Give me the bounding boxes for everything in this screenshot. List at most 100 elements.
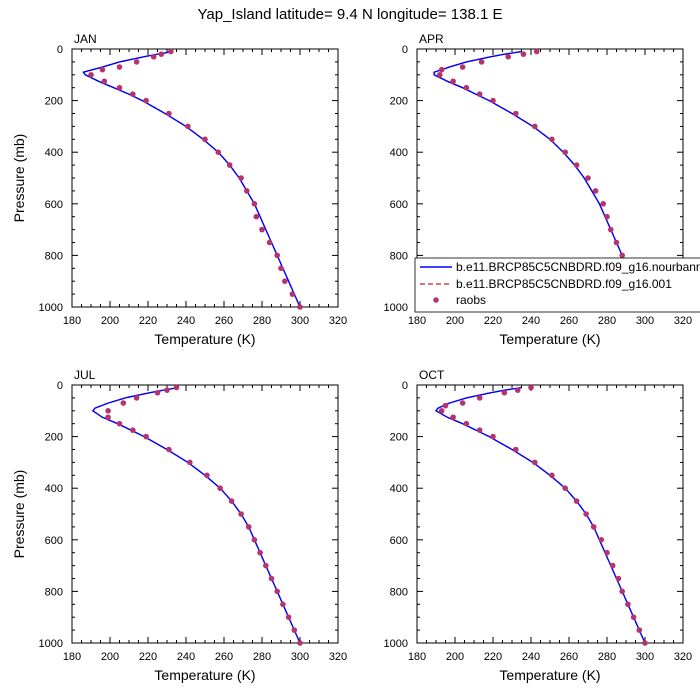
x-axis-label: Temperature (K) — [499, 667, 600, 683]
obs-point — [289, 291, 296, 297]
obs-point — [143, 97, 149, 104]
obs-point — [173, 384, 180, 391]
obs-point — [450, 414, 456, 421]
x-tick-label: 180 — [408, 651, 426, 663]
obs-point — [600, 201, 606, 207]
x-tick-label: 280 — [253, 651, 271, 663]
obs-point — [130, 427, 136, 433]
obs-point — [268, 575, 275, 582]
obs-point — [101, 78, 108, 85]
obs-point — [185, 123, 191, 130]
x-tick-label: 320 — [329, 315, 347, 327]
y-tick-label: 200 — [45, 432, 63, 444]
obs-point — [297, 640, 303, 646]
obs-point — [490, 433, 496, 440]
y-tick-label: 400 — [390, 483, 408, 495]
y-tick-label: 200 — [390, 96, 408, 108]
obs-point — [476, 395, 483, 401]
obs-point — [120, 400, 127, 406]
y-tick-label: 400 — [45, 483, 63, 495]
obs-point — [583, 511, 589, 517]
obs-point — [619, 588, 625, 595]
x-tick-label: 200 — [101, 315, 119, 327]
y-tick-label: 1000 — [384, 638, 408, 650]
y-tick-label: 0 — [402, 380, 408, 392]
x-tick-label: 240 — [522, 651, 540, 663]
obs-point — [166, 110, 172, 117]
obs-point — [442, 402, 449, 409]
x-tick-label: 200 — [101, 651, 119, 663]
x-tick-label: 220 — [484, 315, 502, 327]
obs-point — [438, 408, 445, 414]
series-line-model1 — [91, 386, 301, 643]
obs-point — [238, 175, 244, 181]
x-tick-label: 220 — [139, 315, 157, 327]
obs-point — [88, 72, 94, 78]
obs-point — [99, 66, 106, 73]
y-tick-label: 800 — [45, 586, 63, 598]
obs-point — [549, 136, 555, 143]
x-tick-label: 180 — [63, 651, 81, 663]
obs-point — [280, 601, 286, 608]
obs-point — [604, 549, 610, 556]
obs-point — [609, 562, 616, 569]
obs-point — [257, 549, 263, 556]
obs-point — [532, 459, 538, 466]
obs-point — [513, 110, 519, 117]
x-tick-label: 320 — [329, 651, 347, 663]
obs-point — [238, 511, 244, 517]
y-axis-label: Pressure (mb) — [11, 470, 27, 559]
obs-point — [259, 226, 265, 233]
panel-label: JAN — [74, 32, 97, 46]
y-tick-label: 1000 — [39, 302, 63, 314]
legend: b.e11.BRCP85C5CNBDRD.f09_g16.nourbanradb… — [414, 257, 700, 313]
obs-point — [562, 485, 568, 492]
plot-frame — [416, 384, 684, 644]
x-tick-label: 280 — [598, 315, 616, 327]
obs-point — [613, 239, 620, 246]
x-tick-label: 300 — [291, 315, 309, 327]
obs-point — [513, 446, 519, 453]
x-tick-label: 300 — [636, 651, 654, 663]
chart-panel-jul: 180 200 220 240 260 280 300 320 0 200 400 600 800 100… — [11, 368, 347, 683]
x-axis-label: Temperature (K) — [154, 331, 255, 347]
x-tick-label: 240 — [522, 315, 540, 327]
obs-point — [105, 408, 111, 414]
x-tick-label: 240 — [177, 651, 195, 663]
obs-point — [459, 400, 466, 406]
obs-point — [202, 136, 208, 143]
obs-point — [226, 162, 233, 168]
y-tick-label: 800 — [390, 586, 408, 598]
obs-point — [549, 472, 555, 479]
obs-point — [562, 149, 568, 155]
obs-point — [164, 387, 170, 393]
legend-swatch-obs — [433, 297, 439, 303]
obs-point — [285, 614, 292, 620]
x-tick-label: 260 — [560, 315, 578, 327]
obs-point — [532, 123, 538, 130]
obs-point — [437, 72, 443, 78]
series-line-model1 — [82, 50, 301, 307]
obs-point — [130, 91, 136, 97]
x-tick-label: 200 — [446, 315, 464, 327]
obs-point — [282, 278, 288, 285]
y-tick-label: 600 — [390, 199, 408, 211]
obs-point — [450, 78, 456, 85]
y-tick-label: 200 — [390, 432, 408, 444]
obs-point — [204, 472, 210, 479]
obs-point — [116, 84, 123, 91]
obs-point — [573, 162, 580, 168]
obs-point — [266, 239, 273, 246]
obs-point — [476, 427, 483, 433]
x-tick-label: 260 — [215, 315, 233, 327]
obs-point — [478, 59, 485, 65]
x-tick-label: 280 — [598, 651, 616, 663]
x-tick-label: 200 — [446, 651, 464, 663]
y-tick-label: 1000 — [384, 302, 408, 314]
obs-point — [215, 149, 222, 155]
obs-point — [608, 226, 614, 233]
obs-point — [636, 627, 643, 633]
obs-point — [598, 537, 605, 543]
obs-point — [154, 389, 161, 396]
